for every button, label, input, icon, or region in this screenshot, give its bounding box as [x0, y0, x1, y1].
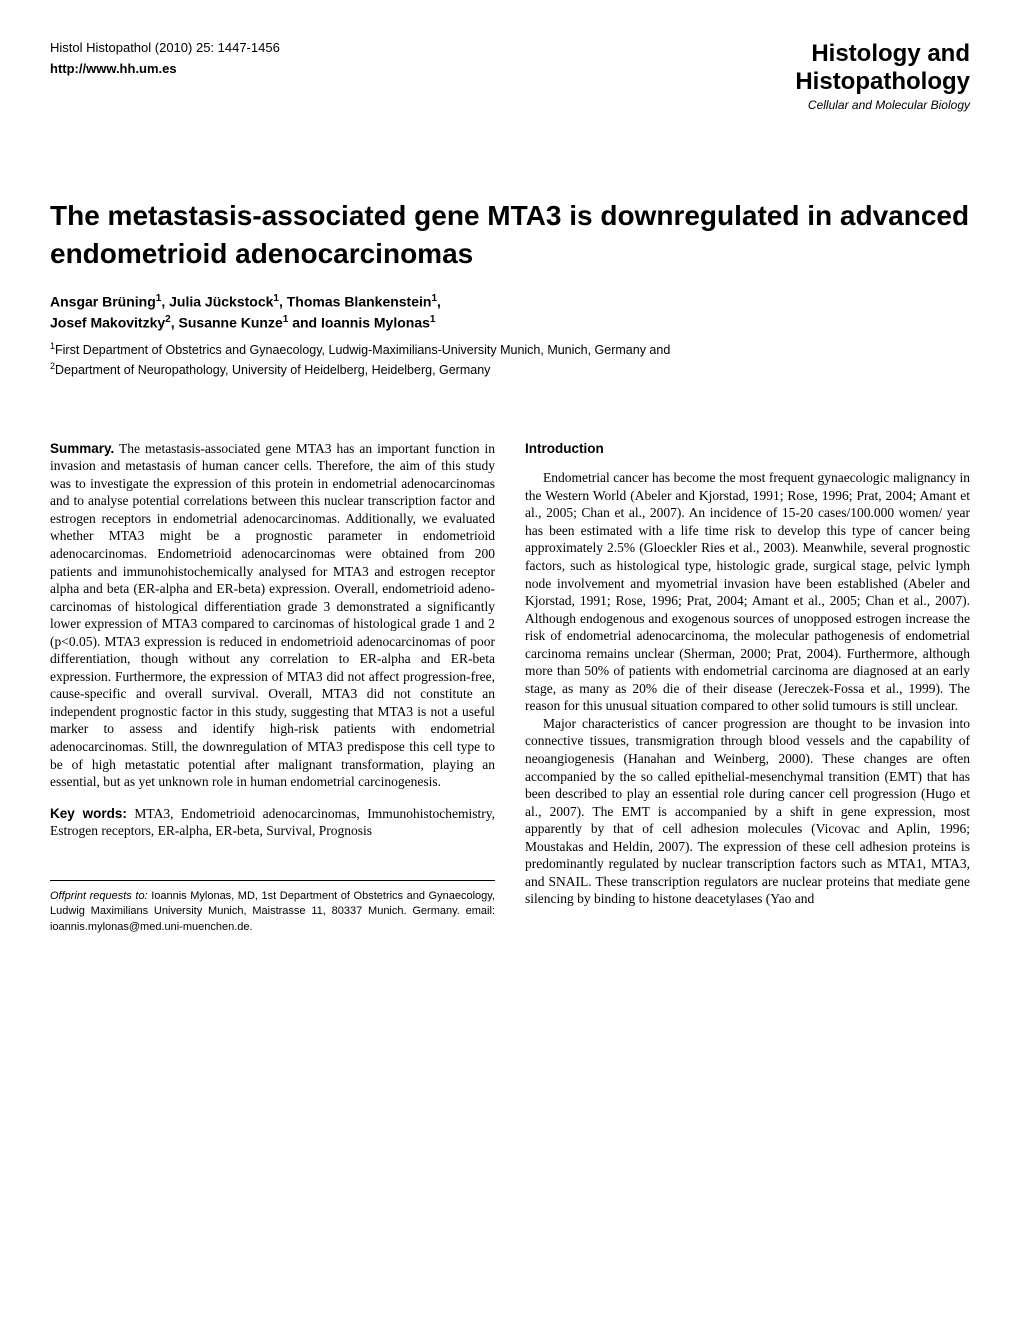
- footnote-label: Offprint requests to:: [50, 890, 148, 902]
- journal-title-line1: Histology and: [795, 40, 970, 68]
- authors-line1: Ansgar Brüning1, Julia Jückstock1, Thoma…: [50, 291, 970, 313]
- journal-title-line2: Histopathology: [795, 68, 970, 96]
- two-column-layout: Summary. The metastasis-associated gene …: [50, 440, 970, 935]
- journal-subtitle: Cellular and Molecular Biology: [795, 98, 970, 112]
- authors-line2: Josef Makovitzky2, Susanne Kunze1 and Io…: [50, 312, 970, 334]
- journal-citation: Histol Histopathol (2010) 25: 1447-1456: [50, 40, 280, 55]
- summary-text: The metastasis-associated gene MTA3 has …: [50, 441, 495, 789]
- header-right: Histology and Histopathology Cellular an…: [795, 40, 970, 112]
- header-left: Histol Histopathol (2010) 25: 1447-1456 …: [50, 40, 280, 76]
- affiliation-2: 2Department of Neuropathology, Universit…: [50, 360, 970, 380]
- article-title: The metastasis-associated gene MTA3 is d…: [50, 197, 970, 273]
- footnote-divider: [50, 880, 495, 881]
- summary-label: Summary.: [50, 441, 114, 456]
- header: Histol Histopathol (2010) 25: 1447-1456 …: [50, 40, 970, 112]
- introduction-para2: Major characteristics of cancer progress…: [525, 715, 970, 908]
- left-column: Summary. The metastasis-associated gene …: [50, 440, 495, 935]
- website-url: http://www.hh.um.es: [50, 61, 280, 76]
- keywords-label: Key words:: [50, 806, 127, 821]
- affiliations: 1First Department of Obstetrics and Gyna…: [50, 340, 970, 380]
- footnote: Offprint requests to: Ioannis Mylonas, M…: [50, 889, 495, 935]
- keywords-paragraph: Key words: MTA3, Endometrioid adenocarci…: [50, 805, 495, 840]
- affiliation-1: 1First Department of Obstetrics and Gyna…: [50, 340, 970, 360]
- summary-paragraph: Summary. The metastasis-associated gene …: [50, 440, 495, 791]
- footnote-block: Offprint requests to: Ioannis Mylonas, M…: [50, 840, 495, 935]
- introduction-para1: Endometrial cancer has become the most f…: [525, 469, 970, 715]
- authors: Ansgar Brüning1, Julia Jückstock1, Thoma…: [50, 291, 970, 334]
- introduction-heading: Introduction: [525, 440, 970, 458]
- right-column: Introduction Endometrial cancer has beco…: [525, 440, 970, 935]
